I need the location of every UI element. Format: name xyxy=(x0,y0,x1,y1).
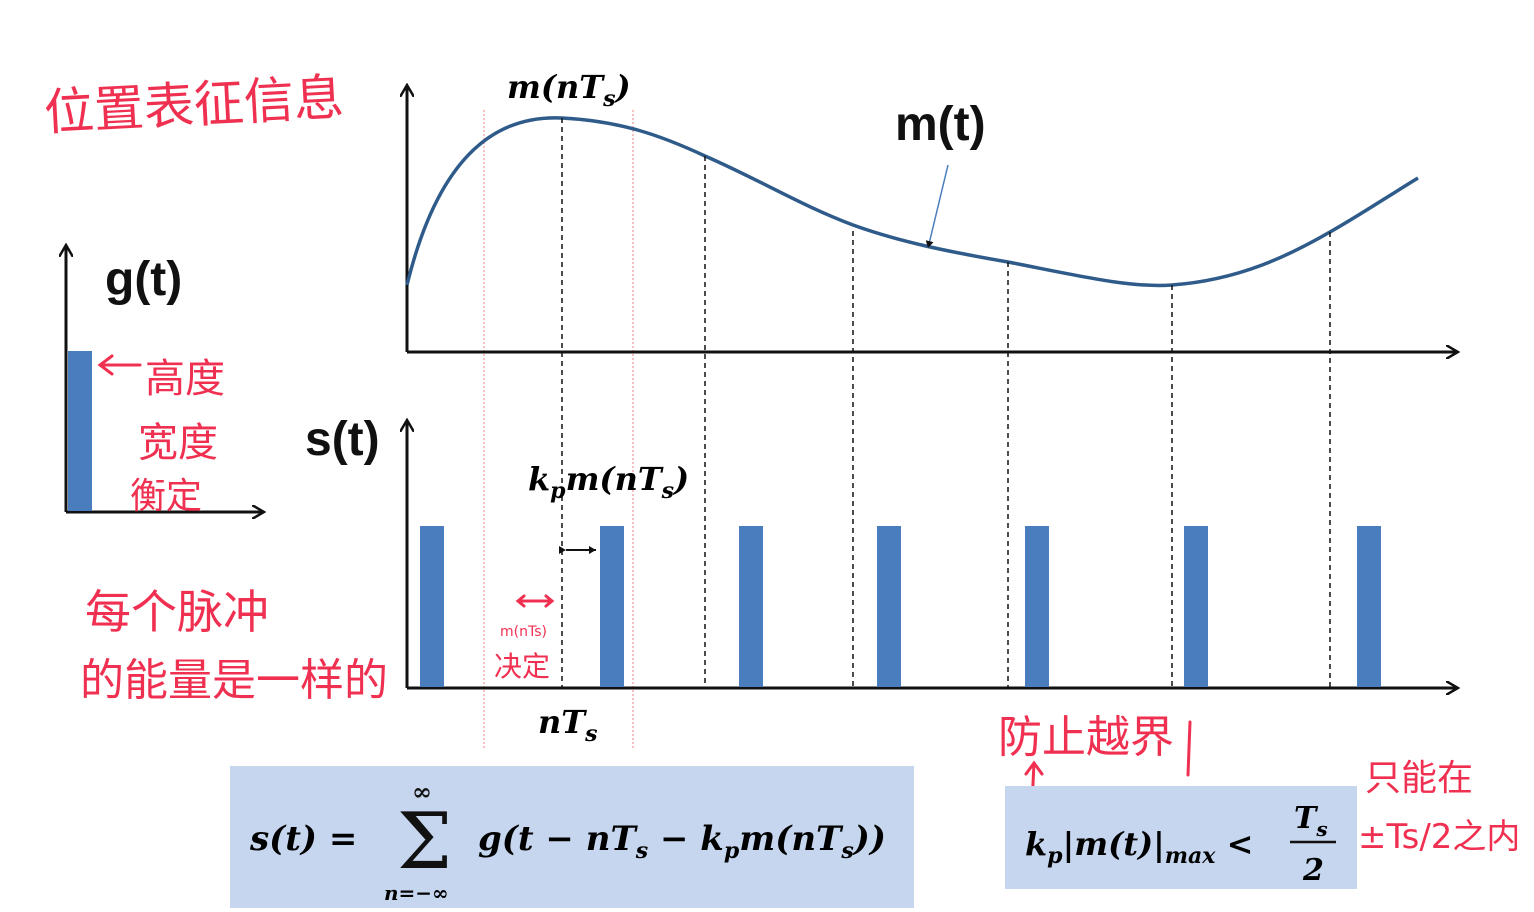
ppm-pulses xyxy=(420,526,1381,687)
note-same-energy-2: 的能量是一样的 xyxy=(80,655,388,706)
ppm-pulse xyxy=(600,526,624,687)
m-label: m(t) xyxy=(895,98,986,151)
condition-denominator: 2 xyxy=(1302,853,1324,888)
ppm-pulse xyxy=(877,526,901,687)
ppm-pulse xyxy=(1025,526,1049,687)
arrow-to-pulse-top xyxy=(97,354,142,376)
handwritten-arrows xyxy=(97,354,1192,807)
ppm-pulse xyxy=(420,526,444,687)
sum-formula-box: s(t) = Σ ∞ n=−∞ g(t − nTs − kpm(nTs)) xyxy=(230,766,914,908)
m-pointer-arrow xyxy=(925,164,949,249)
condition-lhs: kp|m(t)|max < xyxy=(1025,825,1253,869)
m-nTs-label: m(nTs) xyxy=(507,68,631,112)
note-same-energy-1: 每个脉冲 xyxy=(85,585,269,639)
note-width: 宽度 xyxy=(138,420,218,466)
handwritten-notes: 位置表征信息 高度 宽度 衡定 每个脉冲 的能量是一样的 m(nTs) 决定 防… xyxy=(43,68,1521,857)
ppm-pulse xyxy=(1357,526,1381,687)
message-curve xyxy=(405,116,1419,288)
sum-symbol: Σ xyxy=(397,797,452,887)
ppm-pulse xyxy=(739,526,763,687)
guide-lines xyxy=(483,110,634,750)
pulse-shape-plot: g(t) xyxy=(66,245,264,512)
g-label: g(t) xyxy=(105,253,182,306)
kp-m-nTs-label: kpm(nTs) xyxy=(528,460,689,504)
s-label: s(t) xyxy=(305,413,380,466)
ppm-signal-plot: s(t) kpm(nTs) nTs xyxy=(305,413,1458,747)
sum-lower-limit: n=−∞ xyxy=(384,881,449,905)
note-only-within-1: 只能在 xyxy=(1365,758,1473,799)
note-position-info: 位置表征信息 xyxy=(43,68,346,142)
note-small-shift: 决定 xyxy=(494,650,550,683)
note-small-m: m(nTs) xyxy=(500,624,547,640)
condition-formula-box: kp|m(t)|max < Ts 2 xyxy=(1005,786,1357,889)
overflow-tick xyxy=(1186,720,1192,777)
sum-formula-lhs: s(t) = xyxy=(249,819,357,859)
message-plot: m(t) m(nTs) xyxy=(407,68,1458,688)
note-prevent-overflow: 防止越界 xyxy=(998,712,1174,763)
note-only-within-2: ±Ts/2之内 xyxy=(1358,817,1520,857)
sample-lines xyxy=(561,118,1331,688)
nTs-label: nTs xyxy=(538,703,597,747)
note-constant: 衡定 xyxy=(130,476,202,517)
sum-formula-rhs: g(t − nTs − kpm(nTs)) xyxy=(478,819,886,864)
g-pulse xyxy=(68,351,92,511)
ppm-pulse xyxy=(1184,526,1208,687)
note-height: 高度 xyxy=(145,356,225,402)
sum-upper-limit: ∞ xyxy=(412,777,432,806)
small-red-arrow xyxy=(515,594,555,608)
